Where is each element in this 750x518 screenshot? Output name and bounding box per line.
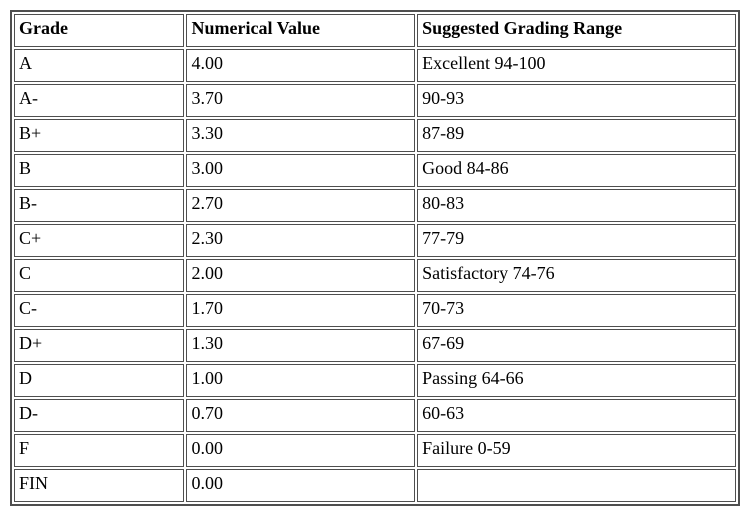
table-row: C- 1.70 70-73	[14, 294, 736, 327]
table-cell: 60-63	[417, 399, 736, 432]
table-cell: 1.70	[186, 294, 416, 327]
table-cell: Good 84-86	[417, 154, 736, 187]
table-row: FIN 0.00	[14, 469, 736, 502]
table-cell: 3.00	[186, 154, 416, 187]
table-row: D+ 1.30 67-69	[14, 329, 736, 362]
table-cell: Satisfactory 74-76	[417, 259, 736, 292]
table-row: D 1.00 Passing 64-66	[14, 364, 736, 397]
table-cell: D-	[14, 399, 185, 432]
table-cell: Failure 0-59	[417, 434, 736, 467]
table-cell: 87-89	[417, 119, 736, 152]
table-row: F 0.00 Failure 0-59	[14, 434, 736, 467]
column-header-grade: Grade	[14, 14, 185, 47]
table-cell: C+	[14, 224, 185, 257]
table-cell: 1.00	[186, 364, 416, 397]
table-cell: 77-79	[417, 224, 736, 257]
table-cell: D	[14, 364, 185, 397]
grading-table-body: A 4.00 Excellent 94-100 A- 3.70 90-93 B+ 3.30 87…	[14, 49, 736, 502]
table-cell: 2.00	[186, 259, 416, 292]
table-cell: 2.30	[186, 224, 416, 257]
table-cell: A	[14, 49, 185, 82]
table-row: C 2.00 Satisfactory 74-76	[14, 259, 736, 292]
table-cell: B+	[14, 119, 185, 152]
table-cell: 90-93	[417, 84, 736, 117]
table-cell: 70-73	[417, 294, 736, 327]
table-row: B- 2.70 80-83	[14, 189, 736, 222]
table-cell	[417, 469, 736, 502]
table-row: D- 0.70 60-63	[14, 399, 736, 432]
table-cell: 0.00	[186, 469, 416, 502]
table-cell: A-	[14, 84, 185, 117]
table-cell: Excellent 94-100	[417, 49, 736, 82]
table-row: B 3.00 Good 84-86	[14, 154, 736, 187]
column-header-suggested-grading-range: Suggested Grading Range	[417, 14, 736, 47]
table-cell: D+	[14, 329, 185, 362]
table-cell: 0.00	[186, 434, 416, 467]
table-cell: C-	[14, 294, 185, 327]
table-cell: B-	[14, 189, 185, 222]
table-cell: 3.70	[186, 84, 416, 117]
table-cell: 80-83	[417, 189, 736, 222]
table-cell: 1.30	[186, 329, 416, 362]
table-cell: C	[14, 259, 185, 292]
header-row: Grade Numerical Value Suggested Grading …	[14, 14, 736, 47]
table-cell: 2.70	[186, 189, 416, 222]
table-cell: Passing 64-66	[417, 364, 736, 397]
grading-scale-table: Grade Numerical Value Suggested Grading …	[10, 10, 740, 506]
table-row: C+ 2.30 77-79	[14, 224, 736, 257]
table-cell: 67-69	[417, 329, 736, 362]
table-row: A- 3.70 90-93	[14, 84, 736, 117]
table-cell: 0.70	[186, 399, 416, 432]
table-cell: 3.30	[186, 119, 416, 152]
table-row: B+ 3.30 87-89	[14, 119, 736, 152]
table-cell: 4.00	[186, 49, 416, 82]
table-cell: F	[14, 434, 185, 467]
table-cell: B	[14, 154, 185, 187]
table-cell: FIN	[14, 469, 185, 502]
table-row: A 4.00 Excellent 94-100	[14, 49, 736, 82]
column-header-numerical-value: Numerical Value	[186, 14, 416, 47]
